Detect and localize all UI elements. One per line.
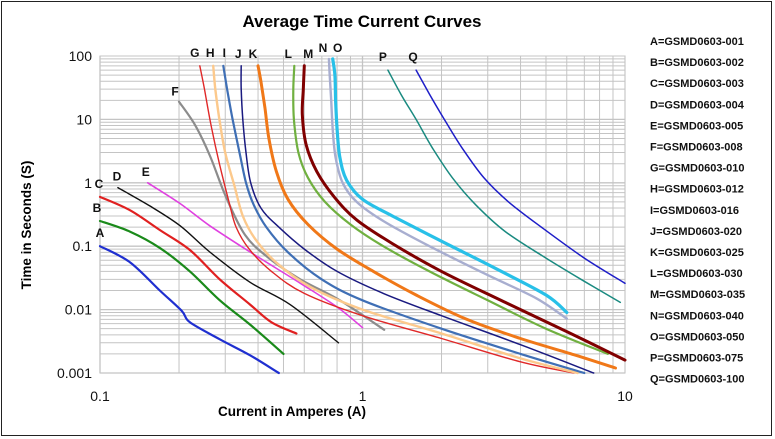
legend-item-c: C=GSMD0603-003: [650, 78, 744, 90]
curve-a: [98, 245, 280, 375]
curve-label-n: N: [319, 41, 328, 55]
y-tick-label: 0.001: [57, 365, 92, 381]
legend-item-m: M=GSMD0603-035: [650, 289, 745, 301]
curve-p: [387, 69, 622, 304]
x-tick-labels: 0.1 1 10: [90, 388, 633, 404]
curve-label-l: L: [285, 47, 292, 61]
legend-item-j: J=GSMD0603-020: [650, 226, 742, 238]
curve-label-o: O: [333, 41, 342, 55]
curve-j: [240, 65, 595, 374]
y-tick-label: 0.1: [73, 238, 93, 254]
legend-item-p: P=GSMD0603-075: [650, 353, 743, 365]
curve-label-b: B: [93, 201, 102, 215]
legend: A=GSMD0603-001 B=GSMD0603-002 C=GSMD0603-0…: [650, 36, 745, 386]
curve-i: [222, 64, 586, 375]
y-tick-labels: 100 10 1 0.1 0.01 0.001: [57, 48, 92, 381]
y-axis-title: Time in Seconds (S): [19, 161, 34, 290]
curve-label-q: Q: [408, 50, 417, 64]
legend-item-d: D=GSMD0603-004: [650, 99, 745, 111]
legend-item-l: L=GSMD0603-030: [650, 268, 743, 280]
curve-m: [300, 64, 627, 362]
curve-h: [212, 64, 579, 375]
x-tick-label: 0.1: [90, 388, 110, 404]
curve-label-j: J: [235, 47, 242, 61]
curve-o: [331, 57, 569, 315]
y-tick-label: 100: [69, 48, 93, 64]
curve-b: [98, 219, 285, 355]
curve-f: [177, 100, 386, 331]
curve-l: [292, 64, 609, 355]
curve-c: [98, 195, 298, 335]
legend-item-a: A=GSMD0603-001: [650, 36, 744, 48]
curve-label-e: E: [142, 165, 150, 179]
curves: [98, 57, 627, 375]
y-tick-label: 0.01: [65, 302, 92, 318]
curve-label-p: P: [379, 50, 387, 64]
legend-item-e: E=GSMD0603-005: [650, 120, 743, 132]
y-tick-label: 1: [84, 175, 92, 191]
legend-item-b: B=GSMD0603-002: [650, 57, 744, 69]
curve-d: [117, 186, 340, 344]
x-axis-title: Current in Amperes (A): [218, 404, 366, 419]
curve-label-h: H: [206, 46, 215, 60]
curve-label-m: M: [303, 47, 313, 61]
legend-item-i: I=GSMD0603-016: [650, 205, 739, 217]
curve-label-f: F: [171, 85, 178, 99]
curve-q: [415, 69, 626, 285]
curve-label-c: C: [95, 177, 104, 191]
legend-item-h: H=GSMD0603-012: [650, 184, 744, 196]
x-tick-label: 1: [359, 388, 367, 404]
curve-k: [256, 64, 617, 370]
legend-item-k: K=GSMD0603-025: [650, 247, 744, 259]
curve-g: [199, 65, 575, 374]
curve-label-d: D: [113, 170, 122, 184]
legend-item-g: G=GSMD0603-010: [650, 163, 744, 175]
legend-item-q: Q=GSMD0603-100: [650, 374, 744, 386]
legend-item-o: O=GSMD0603-050: [650, 331, 744, 343]
x-tick-label: 10: [617, 388, 633, 404]
curve-label-a: A: [96, 226, 105, 240]
chart-title: Average Time Current Curves: [242, 12, 481, 31]
grid: [99, 55, 626, 374]
curve-label-i: I: [223, 46, 226, 60]
curve-n: [327, 57, 568, 320]
curve-label-g: G: [190, 46, 199, 60]
y-tick-label: 10: [76, 111, 92, 127]
legend-item-f: F=GSMD0603-008: [650, 142, 743, 154]
curve-label-k: K: [249, 47, 258, 61]
legend-item-n: N=GSMD0603-040: [650, 310, 744, 322]
